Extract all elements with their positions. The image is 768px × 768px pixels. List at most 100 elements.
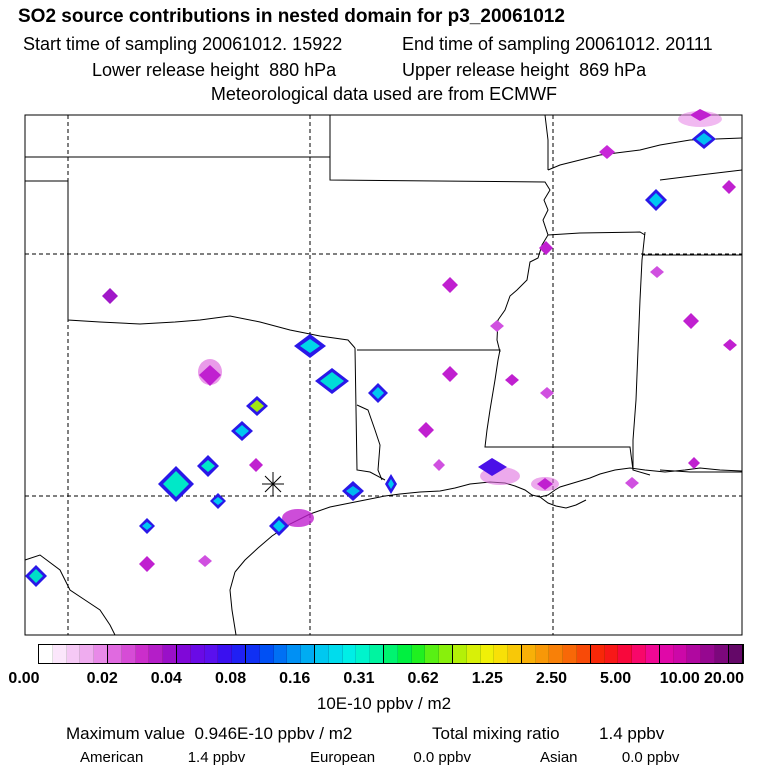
colorbar xyxy=(38,644,744,664)
coastline xyxy=(24,467,743,636)
end-time-value: 20061012. 20111 xyxy=(575,34,713,54)
state-border xyxy=(547,137,743,171)
lower-height-label: Lower release height xyxy=(92,60,260,80)
plume-spot xyxy=(722,180,736,194)
plume-spot xyxy=(683,313,699,329)
lower-height-value: 880 hPa xyxy=(269,60,337,80)
colorbar-segment xyxy=(687,645,702,663)
state-border xyxy=(659,469,742,473)
colorbar-segment xyxy=(328,645,343,663)
region-value: 1.4 ppbv xyxy=(187,749,246,766)
colorbar-segment xyxy=(383,645,398,663)
so2-plumes xyxy=(25,109,737,587)
colorbar-segment xyxy=(673,645,688,663)
state-border xyxy=(356,404,383,481)
start-time-value: 20061012. 15922 xyxy=(202,34,343,54)
state-borders xyxy=(25,114,743,481)
colorbar-segment xyxy=(204,645,219,663)
colorbar-segment xyxy=(728,645,743,663)
colorbar-segment xyxy=(80,645,95,663)
plume-spot xyxy=(625,477,639,489)
colorbar-segment xyxy=(356,645,371,663)
colorbar-tick-label: 2.50 xyxy=(535,670,568,687)
colorbar-segment xyxy=(135,645,150,663)
colorbar-tick-label: 1.25 xyxy=(471,670,503,687)
state-border xyxy=(544,114,549,170)
state-border xyxy=(25,180,356,349)
colorbar-segment xyxy=(508,645,522,663)
colorbar-segment xyxy=(342,645,357,663)
plume-spot xyxy=(505,374,519,386)
max-value-label: Maximum value xyxy=(66,724,186,743)
colorbar-segment xyxy=(494,645,509,663)
colorbar-segment xyxy=(94,645,108,663)
page-title: SO2 source contributions in nested domai… xyxy=(18,6,565,27)
plume-spot xyxy=(246,396,268,416)
colorbar-segment xyxy=(52,645,67,663)
coast-line xyxy=(539,496,587,509)
colorbar-segment xyxy=(273,645,288,663)
asterisk-marker xyxy=(262,472,284,496)
colorbar-tick-label: 0.31 xyxy=(343,670,375,687)
plume-spot xyxy=(442,277,458,293)
colorbar-segment xyxy=(218,645,233,663)
plume-spot xyxy=(294,334,326,358)
plume-spot xyxy=(139,518,155,534)
plume-spot xyxy=(198,555,212,567)
max-value: 0.946E-10 ppbv / m2 xyxy=(194,724,353,743)
plume-spot xyxy=(139,556,155,572)
plume-spot xyxy=(102,288,118,304)
colorbar-segment xyxy=(66,645,81,663)
plume-spot xyxy=(269,509,314,536)
colorbar-tick-label: 0.02 xyxy=(86,670,118,687)
state-border xyxy=(329,157,551,353)
plume-spot xyxy=(539,241,553,255)
colorbar-segment xyxy=(659,645,674,663)
state-border xyxy=(354,347,386,481)
colorbar-segment xyxy=(632,645,647,663)
colorbar-segment xyxy=(259,645,274,663)
colorbar-segment xyxy=(245,645,260,663)
colorbar-segment xyxy=(563,645,578,663)
region-european: European 0.0 ppbv xyxy=(310,749,471,766)
colorbar-tick-label: 0.62 xyxy=(407,670,439,687)
colorbar-segment xyxy=(466,645,481,663)
coast-line xyxy=(234,467,743,573)
state-border xyxy=(547,231,646,236)
region-value: 0.0 ppbv xyxy=(413,749,471,766)
colorbar-segment xyxy=(190,645,205,663)
plume-spot xyxy=(231,421,253,441)
plume-spot xyxy=(433,459,445,471)
colorbar-tick-label: 0.16 xyxy=(279,670,311,687)
plume-spot xyxy=(249,458,263,472)
plume-spot xyxy=(645,189,667,211)
colorbar-segment xyxy=(452,645,467,663)
end-time: End time of sampling 20061012. 20111 xyxy=(402,34,713,55)
upper-height-label: Upper release height xyxy=(402,60,570,80)
max-value-row: Maximum value 0.946E-10 ppbv / m2 xyxy=(66,724,352,744)
colorbar-segment xyxy=(439,645,453,663)
colorbar-segment xyxy=(149,645,164,663)
map-frame xyxy=(24,114,743,636)
colorbar-tick-label: 0.04 xyxy=(150,670,182,687)
colorbar-segment xyxy=(590,645,605,663)
upper-release-height: Upper release height 869 hPa xyxy=(402,60,646,81)
plume-spot xyxy=(418,422,434,438)
colorbar-segment xyxy=(370,645,384,663)
plume-spot xyxy=(25,565,47,587)
colorbar-segment xyxy=(604,645,619,663)
colorbar-segment xyxy=(521,645,536,663)
plume-spot xyxy=(478,458,520,485)
colorbar-segment xyxy=(646,645,660,663)
state-border xyxy=(632,231,651,476)
region-value: 0.0 ppbv xyxy=(621,749,680,766)
colorbar-segment xyxy=(163,645,177,663)
colorbar-segment xyxy=(314,645,329,663)
plume-spot xyxy=(210,493,226,509)
total-mixing-row: Total mixing ratio 1.4 ppbv xyxy=(432,724,664,744)
colorbar-segment xyxy=(411,645,426,663)
colorbar-tick-label: 20.00 xyxy=(703,670,745,687)
upper-height-value: 869 hPa xyxy=(579,60,647,80)
end-time-label: End time of sampling xyxy=(402,34,571,54)
